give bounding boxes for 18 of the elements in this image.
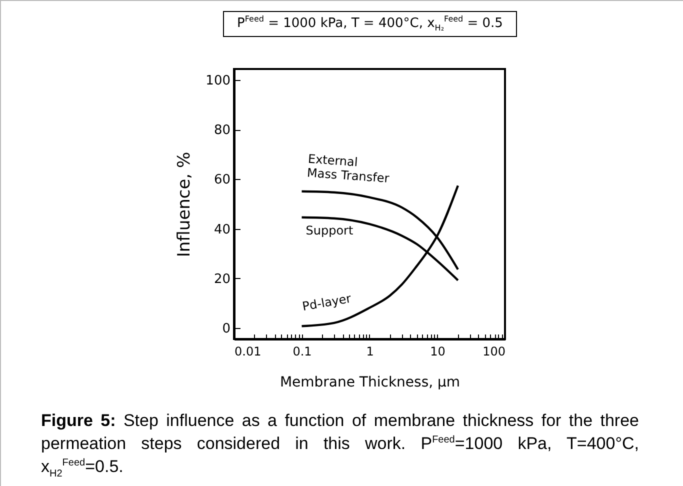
x-tick-label: 0.1: [292, 344, 312, 358]
y-axis-title: Influence, %: [174, 152, 195, 258]
text: Figure 5: Step influence as a function of membrane thickness for the three permeation steps considered in this work. P$^{Feed}$=1000 kPa, T=400°C, x$_{H2}$$^{Feed}$=0.5.: [41, 411, 639, 480]
y-tick-label: 0: [222, 321, 230, 336]
series-label: External Mass Transfer: [306, 152, 390, 186]
y-tick-label: 80: [214, 123, 230, 138]
x-tick-label: 10: [430, 344, 446, 358]
x-axis-title: Membrane Thickness, μm: [280, 374, 460, 390]
x-tick-label: 0.01: [234, 344, 262, 358]
y-tick-label: 100: [206, 74, 230, 89]
x-tick-label: 100: [482, 344, 506, 358]
y-tick-label: 60: [214, 172, 230, 188]
series-label: Support: [306, 223, 354, 238]
chart-title: P$^{Feed}$ = 1000 kPa, T = 400°C, x$_{H₂}$$^{Feed}$ = 0.5: [223, 11, 517, 37]
x-tick-label: 1: [366, 344, 374, 358]
text: Pd-layer: [301, 291, 352, 314]
y-tick-label: 20: [214, 272, 230, 287]
y-tick-label: 40: [214, 222, 230, 238]
